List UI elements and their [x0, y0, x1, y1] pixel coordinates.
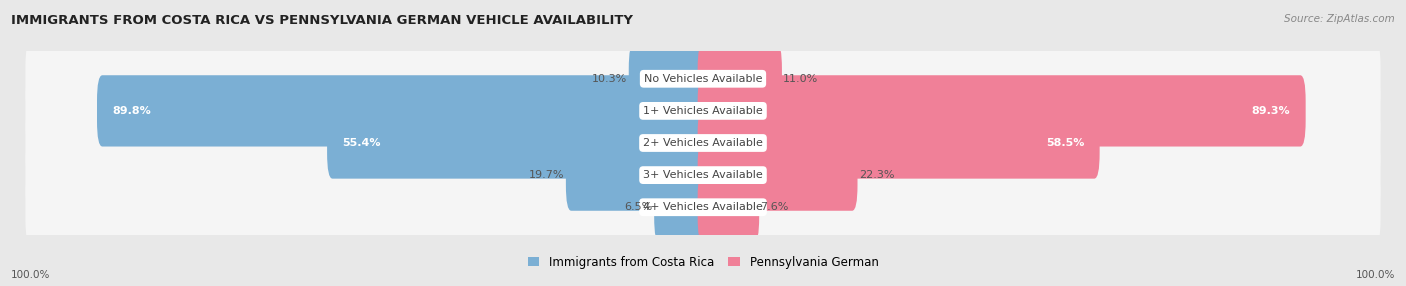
FancyBboxPatch shape [25, 170, 1381, 245]
Text: 100.0%: 100.0% [1355, 270, 1395, 280]
Text: 19.7%: 19.7% [529, 170, 565, 180]
Legend: Immigrants from Costa Rica, Pennsylvania German: Immigrants from Costa Rica, Pennsylvania… [527, 256, 879, 269]
FancyBboxPatch shape [697, 140, 858, 211]
FancyBboxPatch shape [25, 73, 1381, 148]
Text: 58.5%: 58.5% [1046, 138, 1084, 148]
FancyBboxPatch shape [25, 41, 1381, 116]
Text: 55.4%: 55.4% [343, 138, 381, 148]
Text: 1+ Vehicles Available: 1+ Vehicles Available [643, 106, 763, 116]
FancyBboxPatch shape [565, 140, 709, 211]
Text: 89.8%: 89.8% [112, 106, 150, 116]
Text: 89.3%: 89.3% [1251, 106, 1291, 116]
Text: 11.0%: 11.0% [783, 74, 818, 84]
Text: 4+ Vehicles Available: 4+ Vehicles Available [643, 202, 763, 212]
Text: 7.6%: 7.6% [761, 202, 789, 212]
Text: No Vehicles Available: No Vehicles Available [644, 74, 762, 84]
Text: 2+ Vehicles Available: 2+ Vehicles Available [643, 138, 763, 148]
FancyBboxPatch shape [697, 107, 1099, 179]
FancyBboxPatch shape [628, 43, 709, 114]
Text: 22.3%: 22.3% [859, 170, 894, 180]
Text: 10.3%: 10.3% [592, 74, 627, 84]
FancyBboxPatch shape [97, 75, 709, 146]
Text: Source: ZipAtlas.com: Source: ZipAtlas.com [1284, 14, 1395, 24]
FancyBboxPatch shape [328, 107, 709, 179]
FancyBboxPatch shape [25, 106, 1381, 180]
Text: 6.5%: 6.5% [624, 202, 652, 212]
FancyBboxPatch shape [25, 138, 1381, 213]
FancyBboxPatch shape [654, 172, 709, 243]
FancyBboxPatch shape [697, 43, 782, 114]
Text: 3+ Vehicles Available: 3+ Vehicles Available [643, 170, 763, 180]
Text: 100.0%: 100.0% [11, 270, 51, 280]
FancyBboxPatch shape [697, 172, 759, 243]
Text: IMMIGRANTS FROM COSTA RICA VS PENNSYLVANIA GERMAN VEHICLE AVAILABILITY: IMMIGRANTS FROM COSTA RICA VS PENNSYLVAN… [11, 14, 633, 27]
FancyBboxPatch shape [697, 75, 1306, 146]
